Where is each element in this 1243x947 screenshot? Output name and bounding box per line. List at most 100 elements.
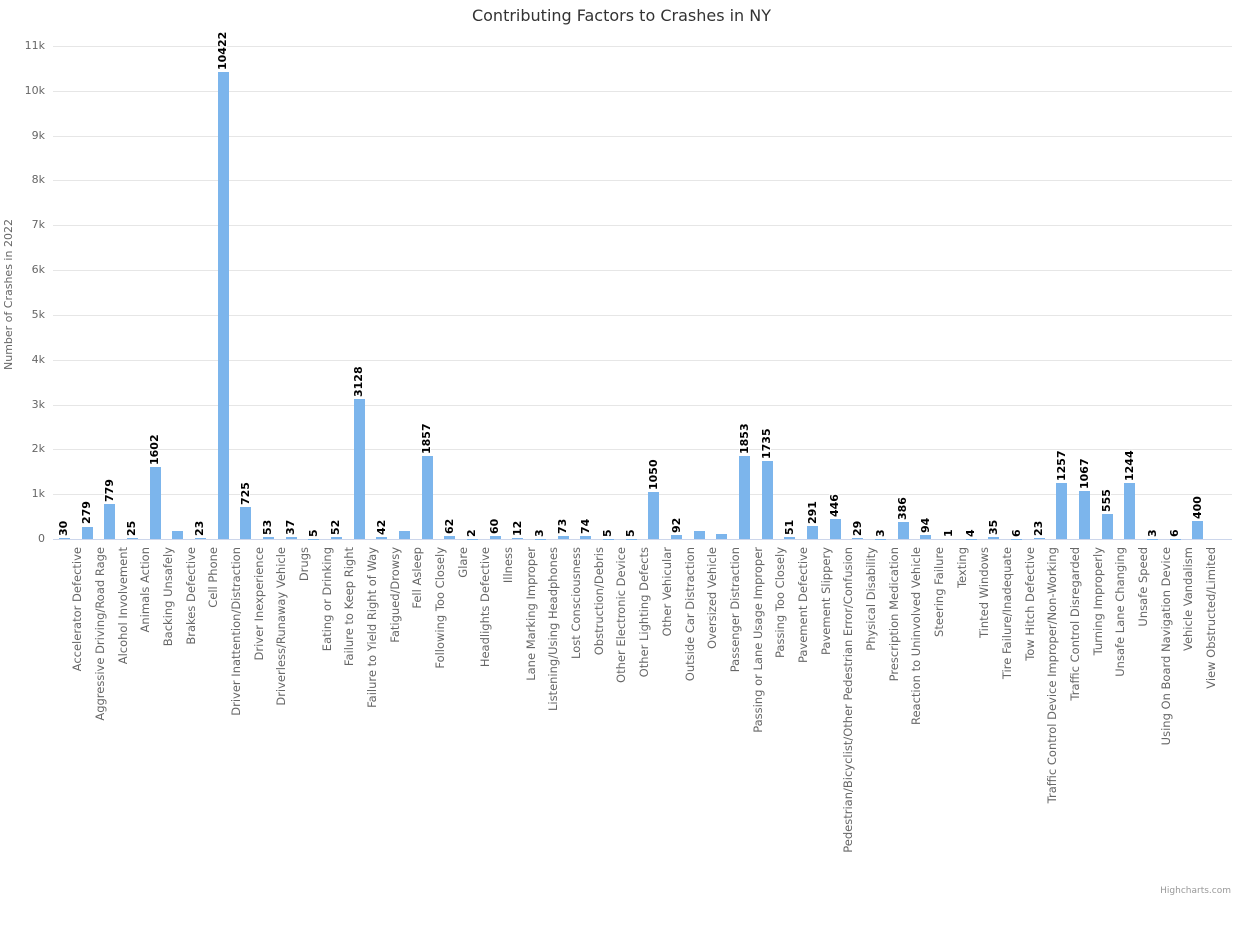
bar[interactable] — [150, 467, 161, 539]
bar[interactable] — [399, 531, 410, 540]
data-label: 12 — [511, 521, 524, 536]
data-label: 35 — [987, 520, 1000, 535]
bar[interactable] — [648, 492, 659, 539]
bar[interactable] — [331, 537, 342, 539]
bar-group: 3128 — [348, 46, 371, 539]
bar-group: 1853 — [733, 46, 756, 539]
y-tick-label: 7k — [5, 218, 45, 231]
y-axis-label: Number of Crashes in 2022 — [2, 219, 15, 370]
bar[interactable] — [376, 537, 387, 539]
credits-link[interactable]: Highcharts.com — [1160, 886, 1231, 896]
data-label: 23 — [1032, 521, 1045, 536]
bar[interactable] — [1034, 538, 1045, 539]
data-label: 3 — [874, 529, 887, 537]
x-tick-label: Traffic Control Device Improper/Non-Work… — [1045, 547, 1059, 947]
bar[interactable] — [354, 399, 365, 539]
data-label: 51 — [783, 519, 796, 534]
bar[interactable] — [898, 522, 909, 539]
bar[interactable] — [195, 538, 206, 539]
bar[interactable] — [1124, 483, 1135, 539]
bar-group: 53 — [257, 46, 280, 539]
bar[interactable] — [1056, 483, 1067, 539]
bar-group: 42 — [370, 46, 393, 539]
bar[interactable] — [172, 531, 183, 539]
bar-group: 5 — [620, 46, 643, 539]
bar[interactable] — [920, 535, 931, 539]
data-label: 52 — [329, 519, 342, 534]
bar[interactable] — [762, 461, 773, 539]
data-label: 3 — [1146, 529, 1159, 537]
bar[interactable] — [286, 537, 297, 539]
x-tick-label: Failure to Yield Right of Way — [365, 547, 379, 947]
y-tick-label: 5k — [5, 308, 45, 321]
bar[interactable] — [127, 538, 138, 539]
bar[interactable] — [716, 534, 727, 539]
bar-group: 3 — [529, 46, 552, 539]
data-label: 725 — [239, 482, 252, 505]
bar[interactable] — [988, 537, 999, 539]
x-tick-label: Aggressive Driving/Road Rage — [93, 547, 107, 947]
y-tick-label: 2k — [5, 442, 45, 455]
bar-group: 279 — [76, 46, 99, 539]
bar-group: 1857 — [416, 46, 439, 539]
bar[interactable] — [1102, 514, 1113, 539]
bar-group: 74 — [574, 46, 597, 539]
bar[interactable] — [490, 536, 501, 539]
x-tick-label: Brakes Defective — [184, 547, 198, 947]
bar-group: 1067 — [1073, 46, 1096, 539]
bar[interactable] — [104, 504, 115, 539]
bar-group — [166, 46, 189, 539]
x-tick-label: Lost Consciousness — [569, 547, 583, 947]
bar-group: 25 — [121, 46, 144, 539]
data-label: 6 — [1010, 529, 1023, 537]
bar-group: 37 — [280, 46, 303, 539]
bar[interactable] — [580, 536, 591, 539]
x-tick-label: Pedestrian/Bicyclist/Other Pedestrian Er… — [841, 547, 855, 947]
bar[interactable] — [218, 72, 229, 539]
bar[interactable] — [807, 526, 818, 539]
bar-group: 52 — [325, 46, 348, 539]
y-tick-label: 10k — [5, 84, 45, 97]
data-label: 5 — [624, 529, 637, 537]
bar-group: 35 — [983, 46, 1006, 539]
data-label: 53 — [261, 519, 274, 534]
bar[interactable] — [263, 537, 274, 539]
x-tick-label: Physical Disability — [864, 547, 878, 947]
bar-group: 51 — [779, 46, 802, 539]
bar[interactable] — [558, 536, 569, 539]
data-label: 446 — [828, 494, 841, 517]
x-tick-label: Fell Asleep — [410, 547, 424, 947]
bar[interactable] — [694, 531, 705, 539]
x-tick-label: Driverless/Runaway Vehicle — [274, 547, 288, 947]
bar[interactable] — [512, 538, 523, 539]
bar[interactable] — [739, 456, 750, 539]
bar-group: 6 — [1164, 46, 1187, 539]
bar[interactable] — [671, 535, 682, 539]
data-label: 1735 — [760, 429, 773, 460]
chart-title: Contributing Factors to Crashes in NY — [0, 6, 1243, 25]
data-label: 779 — [103, 479, 116, 502]
x-tick-label: Passenger Distraction — [728, 547, 742, 947]
bar[interactable] — [59, 538, 70, 539]
bar-group: 1244 — [1119, 46, 1142, 539]
x-tick-label: Tinted Windows — [977, 547, 991, 947]
bar-group: 6 — [1005, 46, 1028, 539]
bar[interactable] — [784, 537, 795, 539]
bar[interactable] — [240, 507, 251, 539]
bar-group: 1602 — [144, 46, 167, 539]
bar-group: 386 — [892, 46, 915, 539]
bar[interactable] — [422, 456, 433, 539]
data-label: 1067 — [1078, 459, 1091, 490]
data-label: 74 — [579, 518, 592, 533]
data-label: 4 — [964, 529, 977, 537]
bar[interactable] — [830, 519, 841, 539]
data-label: 291 — [806, 501, 819, 524]
bar[interactable] — [444, 536, 455, 539]
bar[interactable] — [852, 538, 863, 539]
bar[interactable] — [1079, 491, 1090, 539]
bar[interactable] — [82, 527, 93, 540]
x-tick-label: Other Lighting Defects — [637, 547, 651, 947]
x-tick-label: Cell Phone — [206, 547, 220, 947]
bar[interactable] — [1192, 521, 1203, 539]
bar-group: 94 — [915, 46, 938, 539]
